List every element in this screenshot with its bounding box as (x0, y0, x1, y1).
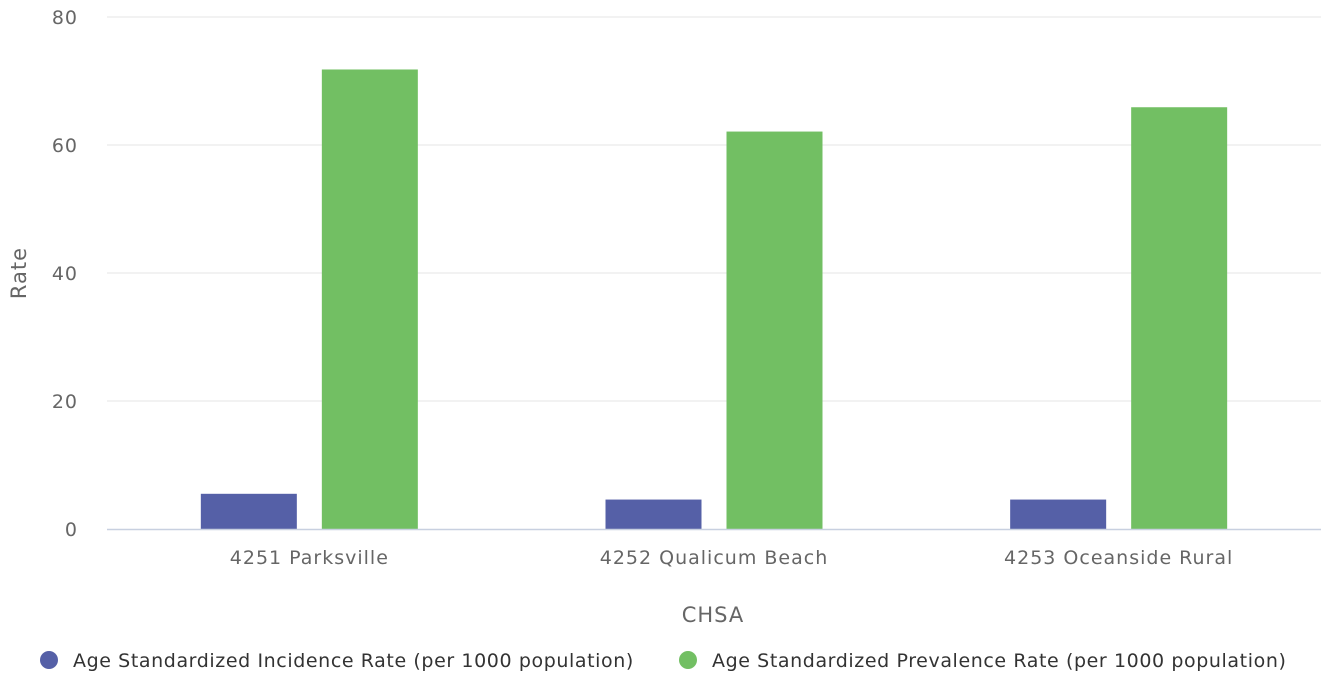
x-tick-label: 4253 Oceanside Rural (1004, 547, 1233, 569)
y-axis-tick-labels: 0 20 40 60 80 (52, 7, 78, 541)
x-tick-label: 4251 Parksville (230, 547, 389, 569)
y-tick-label: 40 (52, 263, 78, 285)
legend: Age Standardized Incidence Rate (per 100… (40, 650, 1286, 672)
bars (200, 69, 1228, 530)
bar-prevalence-1[interactable] (321, 69, 418, 529)
legend-item-prevalence[interactable]: Age Standardized Prevalence Rate (per 10… (679, 650, 1286, 672)
bar-incidence-1[interactable] (200, 493, 297, 529)
x-axis-title: CHSA (682, 603, 745, 627)
bar-incidence-2[interactable] (605, 499, 702, 529)
legend-marker-incidence (40, 651, 58, 669)
bar-prevalence-2[interactable] (726, 131, 823, 529)
legend-label-prevalence: Age Standardized Prevalence Rate (per 10… (712, 650, 1286, 672)
legend-item-incidence[interactable]: Age Standardized Incidence Rate (per 100… (40, 650, 634, 672)
y-axis-title: Rate (7, 247, 31, 299)
bar-prevalence-3[interactable] (1131, 107, 1228, 530)
legend-marker-prevalence (679, 651, 697, 669)
bar-incidence-3[interactable] (1010, 499, 1107, 529)
x-tick-label: 4252 Qualicum Beach (600, 547, 828, 569)
y-tick-label: 60 (52, 135, 78, 157)
x-axis-tick-labels: 4251 Parksville 4252 Qualicum Beach 4253 O… (230, 547, 1233, 569)
y-tick-label: 20 (52, 391, 78, 413)
y-tick-label: 0 (65, 519, 78, 541)
gridlines (107, 16, 1321, 402)
legend-label-incidence: Age Standardized Incidence Rate (per 100… (73, 650, 634, 672)
y-tick-label: 80 (52, 7, 78, 29)
